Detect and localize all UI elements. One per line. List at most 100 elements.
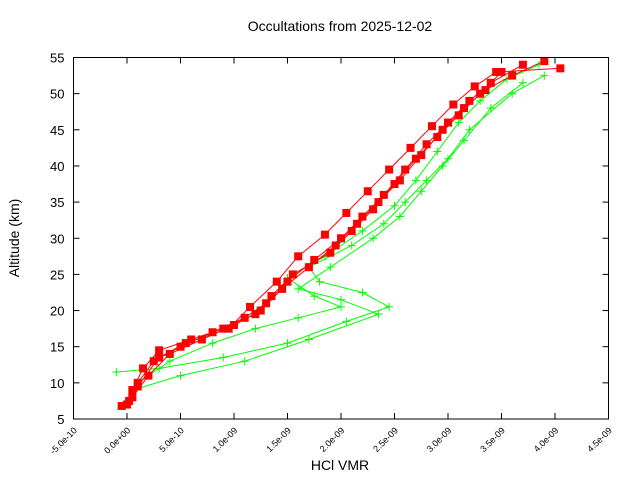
data-point-plus	[518, 78, 527, 87]
data-point-square	[139, 364, 148, 373]
data-point-plus	[176, 371, 185, 380]
plot-area	[112, 57, 565, 410]
y-tick-label: 10	[50, 376, 64, 391]
data-point-plus	[326, 263, 335, 272]
data-point-square	[165, 349, 174, 358]
data-point-plus	[374, 310, 383, 319]
data-point-square	[155, 346, 164, 355]
data-point-plus	[438, 161, 447, 170]
data-point-plus	[486, 104, 495, 113]
data-point-square	[433, 133, 442, 142]
y-tick-label: 50	[50, 87, 64, 102]
data-point-plus	[444, 154, 452, 163]
data-point-square	[187, 335, 196, 344]
y-tick-label: 45	[50, 123, 64, 138]
x-tick-label: 2.5e-09	[371, 425, 400, 454]
data-point-square	[454, 111, 463, 120]
y-tick-label: 15	[50, 340, 64, 355]
x-tick-label: 1.5e-09	[264, 425, 293, 454]
data-point-square	[326, 248, 335, 257]
data-point-plus	[165, 357, 174, 366]
data-point-square	[197, 335, 206, 344]
y-axis-label: Altitude (km)	[6, 199, 22, 278]
data-point-plus	[240, 357, 249, 366]
data-point-plus	[460, 136, 469, 145]
data-point-square	[427, 122, 436, 131]
data-point-square	[224, 324, 233, 333]
data-point-square	[272, 277, 281, 286]
data-point-square	[470, 82, 479, 91]
data-point-square	[363, 187, 372, 196]
data-point-plus	[304, 335, 313, 344]
x-tick-label: 1.0e-09	[211, 425, 240, 454]
data-point-square	[219, 324, 228, 333]
data-point-square	[294, 252, 303, 261]
data-point-square	[369, 205, 378, 214]
data-point-plus	[294, 284, 303, 293]
x-tick-label: 0.0e+00	[102, 425, 132, 455]
data-point-plus	[417, 187, 426, 196]
data-point-square	[411, 154, 420, 163]
data-point-square	[486, 78, 495, 87]
data-point-square	[262, 299, 271, 308]
data-point-square	[246, 302, 255, 311]
data-point-square	[422, 140, 431, 149]
data-point-square	[320, 230, 329, 239]
x-tick-label: 3.0e-09	[425, 425, 454, 454]
data-point-square	[417, 151, 426, 160]
y-axis: 5 10 15 20 25 30 35 40 45 50 55	[50, 51, 609, 427]
chart-title: Occultations from 2025-12-02	[248, 18, 433, 34]
data-point-square	[144, 371, 153, 380]
data-point-square	[385, 165, 394, 174]
x-tick-label: 4.0e-09	[532, 425, 561, 454]
data-point-plus	[315, 277, 324, 286]
data-point-plus	[112, 368, 121, 377]
data-point-square	[449, 100, 458, 109]
data-point-square	[401, 165, 410, 174]
data-point-plus	[385, 302, 394, 311]
data-point-plus	[283, 339, 292, 348]
y-tick-label: 55	[50, 51, 64, 66]
data-point-square	[492, 67, 501, 76]
data-point-plus	[208, 339, 217, 348]
data-point-plus	[379, 219, 388, 228]
x-tick-label: 3.5e-09	[478, 425, 507, 454]
data-point-square	[176, 342, 185, 351]
data-point-square	[374, 198, 383, 207]
data-point-square	[508, 71, 517, 80]
x-tick-label: 4.5e-09	[585, 425, 614, 454]
data-point-square	[128, 393, 137, 402]
data-point-square	[251, 310, 260, 319]
data-point-square	[181, 339, 190, 348]
data-point-plus	[401, 198, 410, 207]
data-point-square	[283, 277, 292, 286]
data-point-square	[556, 64, 565, 73]
data-point-plus	[219, 353, 228, 362]
data-point-square	[460, 104, 469, 113]
data-point-plus	[540, 71, 549, 80]
data-point-plus	[390, 201, 399, 210]
data-point-square	[149, 357, 158, 366]
data-point-square	[133, 382, 142, 391]
y-tick-label: 20	[50, 304, 64, 319]
data-point-plus	[395, 212, 404, 221]
data-point-square	[310, 255, 319, 264]
data-point-square	[304, 263, 313, 272]
data-point-plus	[342, 317, 351, 326]
data-point-square	[347, 227, 356, 236]
profile-line	[131, 60, 545, 398]
data-point-plus	[294, 313, 303, 322]
data-point-square	[337, 234, 345, 243]
data-point-square	[481, 86, 490, 95]
data-point-square	[465, 96, 474, 105]
data-point-plus	[337, 295, 345, 304]
data-point-square	[444, 118, 452, 127]
data-point-plus	[310, 292, 319, 301]
y-tick-label: 5	[57, 412, 64, 427]
data-point-plus	[476, 96, 485, 105]
y-tick-label: 35	[50, 195, 64, 210]
data-point-square	[230, 321, 238, 330]
y-tick-label: 30	[50, 231, 64, 246]
data-point-square	[390, 180, 399, 189]
